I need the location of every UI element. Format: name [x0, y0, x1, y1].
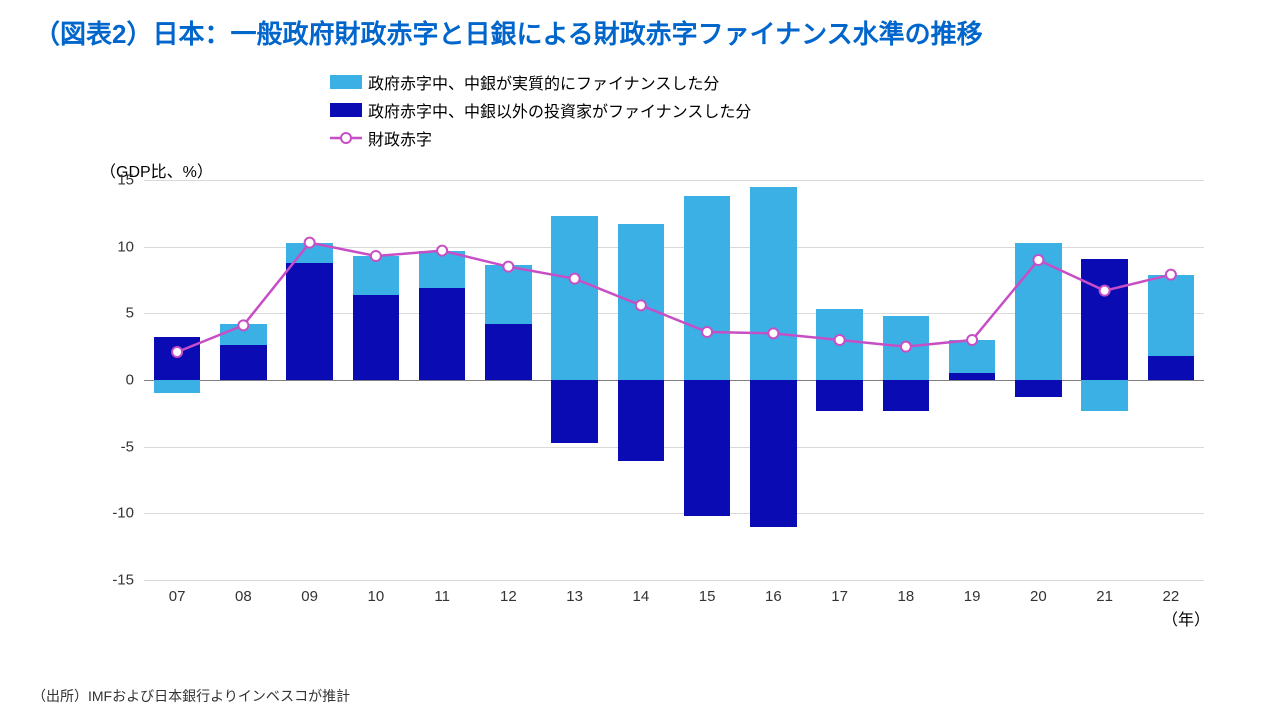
deficit-marker [503, 262, 513, 272]
x-tick-label: 11 [434, 588, 450, 605]
y-tick-label: -15 [104, 572, 144, 589]
x-tick-label: 07 [169, 588, 186, 605]
deficit-marker [238, 320, 248, 330]
y-tick-label: 5 [104, 305, 144, 322]
deficit-line-path [177, 243, 1171, 352]
gridline [144, 580, 1204, 581]
x-tick-label: 22 [1163, 588, 1180, 605]
x-tick-label: 10 [368, 588, 385, 605]
legend-label: 財政赤字 [368, 126, 432, 150]
legend-label: 政府赤字中、中銀以外の投資家がファイナンスした分 [368, 98, 751, 122]
y-tick-label: 15 [104, 172, 144, 189]
x-tick-label: 21 [1096, 588, 1113, 605]
deficit-marker [768, 328, 778, 338]
legend-item-deficit-line: 財政赤字 [330, 126, 751, 150]
deficit-marker [636, 300, 646, 310]
legend-swatch-central-bank [330, 75, 362, 89]
x-tick-label: 09 [301, 588, 318, 605]
deficit-marker [1166, 270, 1176, 280]
legend: 政府赤字中、中銀が実質的にファイナンスした分 政府赤字中、中銀以外の投資家がファ… [330, 70, 751, 154]
deficit-marker [570, 274, 580, 284]
y-tick-label: 0 [104, 372, 144, 389]
deficit-marker [901, 342, 911, 352]
legend-label: 政府赤字中、中銀が実質的にファイナンスした分 [368, 70, 719, 94]
source-note: （出所）IMFおよび日本銀行よりインベスコが推計 [32, 686, 350, 706]
x-tick-label: 17 [831, 588, 848, 605]
plot-area: -15-10-505101507080910111213141516171819… [144, 180, 1204, 580]
x-tick-label: 19 [964, 588, 981, 605]
y-tick-label: -5 [104, 438, 144, 455]
deficit-marker [967, 335, 977, 345]
legend-item-central-bank: 政府赤字中、中銀が実質的にファイナンスした分 [330, 70, 751, 94]
chart-area: 政府赤字中、中銀が実質的にファイナンスした分 政府赤字中、中銀以外の投資家がファ… [60, 70, 1220, 630]
deficit-marker [437, 246, 447, 256]
deficit-marker [172, 347, 182, 357]
deficit-marker [1100, 286, 1110, 296]
x-tick-label: 16 [765, 588, 782, 605]
x-tick-label: 18 [898, 588, 915, 605]
chart-title: （図表2）日本：一般政府財政赤字と日銀による財政赤字ファイナンス水準の推移 [34, 14, 983, 51]
deficit-line [144, 180, 1204, 580]
x-tick-label: 12 [500, 588, 517, 605]
deficit-marker [835, 335, 845, 345]
deficit-marker [702, 327, 712, 337]
deficit-marker [371, 251, 381, 261]
x-tick-label: 20 [1030, 588, 1047, 605]
y-tick-label: -10 [104, 505, 144, 522]
deficit-marker [305, 238, 315, 248]
y-tick-label: 10 [104, 238, 144, 255]
legend-swatch-deficit-line [330, 131, 362, 145]
deficit-marker [1033, 255, 1043, 265]
x-tick-label: 14 [633, 588, 650, 605]
x-axis-label: （年） [1162, 606, 1210, 630]
legend-item-other-investors: 政府赤字中、中銀以外の投資家がファイナンスした分 [330, 98, 751, 122]
legend-swatch-other-investors [330, 103, 362, 117]
x-tick-label: 13 [566, 588, 583, 605]
x-tick-label: 08 [235, 588, 252, 605]
x-tick-label: 15 [699, 588, 716, 605]
